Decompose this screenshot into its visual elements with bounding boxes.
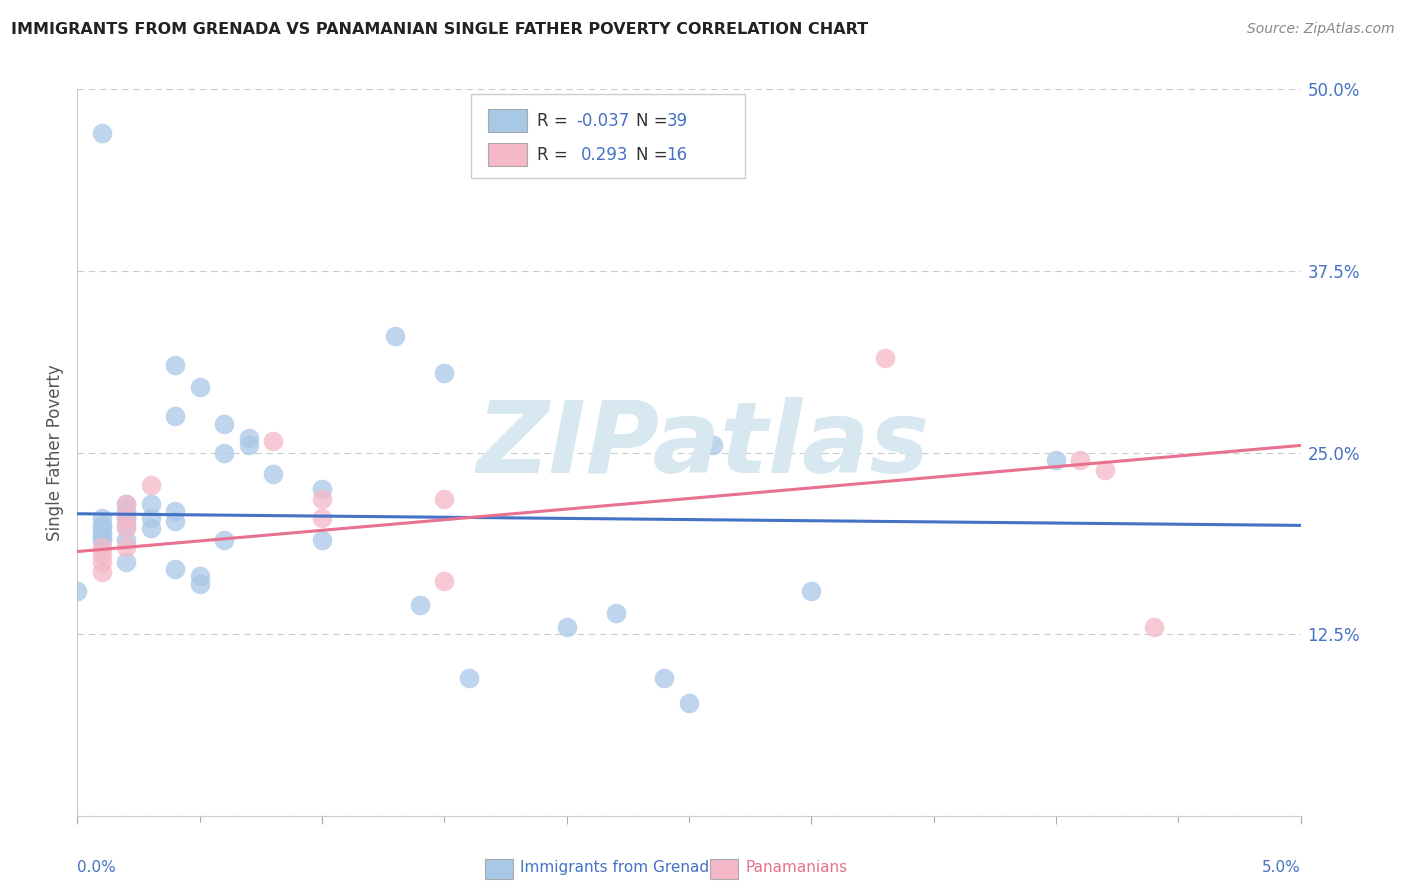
- Point: [115, 497, 138, 511]
- Text: 5.0%: 5.0%: [1261, 860, 1301, 874]
- Text: Panamanians: Panamanians: [745, 860, 848, 874]
- Point: [605, 606, 627, 620]
- Point: [139, 477, 162, 491]
- Point: [90, 525, 112, 540]
- Point: [457, 671, 479, 685]
- Text: R =: R =: [537, 112, 574, 130]
- Point: [115, 540, 138, 554]
- Point: [262, 434, 284, 448]
- Point: [90, 126, 112, 140]
- Point: [311, 511, 333, 525]
- Point: [90, 518, 112, 533]
- Point: [90, 533, 112, 547]
- Text: 0.0%: 0.0%: [77, 860, 117, 874]
- Point: [433, 492, 456, 507]
- Point: [165, 562, 187, 576]
- Point: [384, 329, 406, 343]
- Text: IMMIGRANTS FROM GRENADA VS PANAMANIAN SINGLE FATHER POVERTY CORRELATION CHART: IMMIGRANTS FROM GRENADA VS PANAMANIAN SI…: [11, 22, 869, 37]
- Point: [702, 438, 724, 452]
- Point: [165, 359, 187, 373]
- Point: [90, 555, 112, 569]
- Text: N =: N =: [636, 146, 672, 164]
- Text: 0.293: 0.293: [581, 146, 628, 164]
- Point: [115, 497, 138, 511]
- Point: [433, 574, 456, 588]
- Point: [115, 521, 138, 535]
- Text: -0.037: -0.037: [576, 112, 630, 130]
- Point: [1069, 453, 1091, 467]
- Point: [115, 555, 138, 569]
- Text: Source: ZipAtlas.com: Source: ZipAtlas.com: [1247, 22, 1395, 37]
- Point: [433, 366, 456, 380]
- Text: 16: 16: [666, 146, 688, 164]
- Point: [311, 492, 333, 507]
- Point: [188, 569, 211, 583]
- Point: [1045, 453, 1067, 467]
- Point: [90, 540, 112, 554]
- Point: [90, 530, 112, 544]
- Point: [90, 511, 112, 525]
- Text: R =: R =: [537, 146, 574, 164]
- Text: N =: N =: [636, 112, 672, 130]
- Point: [115, 511, 138, 525]
- Point: [115, 533, 138, 547]
- Point: [238, 438, 260, 452]
- Point: [188, 380, 211, 394]
- Text: Immigrants from Grenada: Immigrants from Grenada: [520, 860, 718, 874]
- Point: [115, 511, 138, 525]
- Point: [800, 583, 823, 598]
- Point: [262, 467, 284, 482]
- Point: [139, 497, 162, 511]
- Point: [409, 599, 432, 613]
- Point: [115, 504, 138, 518]
- Point: [66, 583, 89, 598]
- Point: [311, 482, 333, 496]
- Point: [90, 565, 112, 579]
- Point: [165, 514, 187, 528]
- Text: ZIPatlas: ZIPatlas: [477, 398, 929, 494]
- Point: [555, 620, 578, 634]
- Y-axis label: Single Father Poverty: Single Father Poverty: [46, 364, 65, 541]
- Point: [139, 521, 162, 535]
- Point: [212, 533, 235, 547]
- Point: [165, 504, 187, 518]
- Point: [188, 576, 211, 591]
- Point: [212, 417, 235, 431]
- Point: [139, 511, 162, 525]
- Point: [115, 518, 138, 533]
- Point: [1094, 463, 1116, 477]
- Point: [90, 521, 112, 535]
- Point: [165, 409, 187, 424]
- Point: [1143, 620, 1166, 634]
- Text: 39: 39: [666, 112, 688, 130]
- Point: [873, 351, 896, 366]
- Point: [212, 446, 235, 460]
- Point: [311, 533, 333, 547]
- Point: [238, 431, 260, 445]
- Point: [654, 671, 676, 685]
- Point: [678, 696, 700, 710]
- Point: [90, 548, 112, 562]
